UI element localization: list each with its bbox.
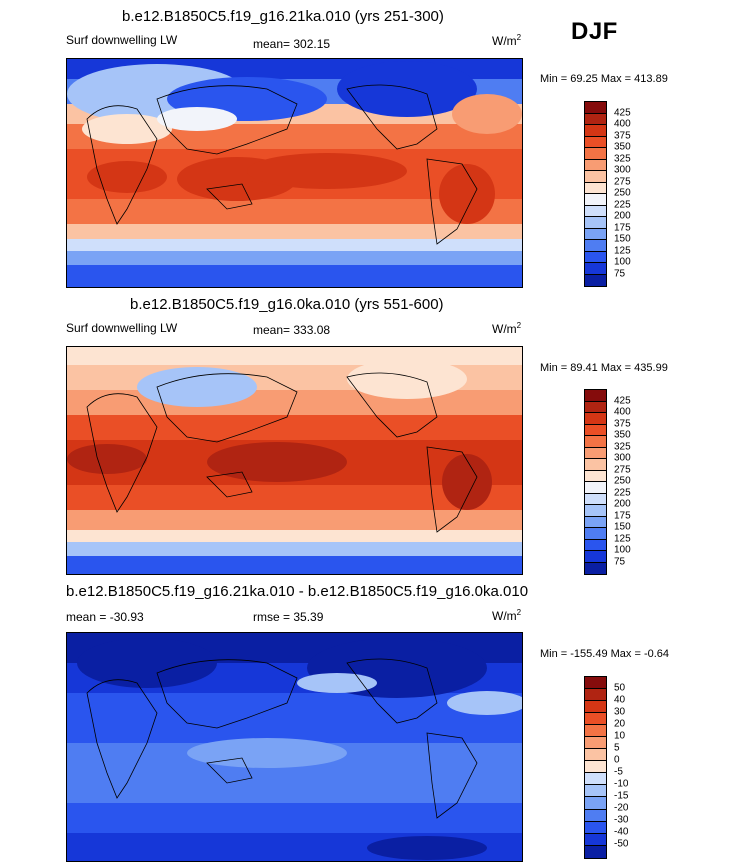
colorbar-tick: 375 bbox=[614, 130, 631, 141]
colorbar-tick: 225 bbox=[614, 487, 631, 498]
colorbar-tick: 300 bbox=[614, 452, 631, 464]
colorbar-tick: -10 bbox=[614, 778, 629, 790]
colorbar-tick: 150 bbox=[614, 233, 631, 245]
panel3-minmax: Min = -155.49 Max = -0.64 bbox=[540, 648, 670, 660]
panel2-map bbox=[66, 346, 523, 575]
colorbar-tick: 200 bbox=[614, 498, 631, 510]
panel1-map bbox=[66, 58, 523, 288]
panel2-minmax: Min = 89.41 Max = 435.99 bbox=[540, 362, 668, 374]
colorbar-tick: 275 bbox=[614, 464, 631, 475]
panel3-colorbar bbox=[584, 676, 607, 859]
panel3-map bbox=[66, 632, 523, 862]
panel2-units: W/m2 bbox=[492, 321, 522, 336]
panel2-colorbar bbox=[584, 389, 607, 575]
colorbar-tick: -30 bbox=[614, 814, 629, 826]
colorbar-tick: 125 bbox=[614, 245, 631, 256]
colorbar-tick: -20 bbox=[614, 802, 629, 814]
panel2-title: b.e12.B1850C5.f19_g16.0ka.010 (yrs 551-6… bbox=[130, 296, 444, 313]
colorbar-tick: 300 bbox=[614, 164, 631, 176]
colorbar-tick: 425 bbox=[614, 395, 631, 406]
colorbar-tick: 125 bbox=[614, 533, 631, 544]
colorbar-tick: 425 bbox=[614, 107, 631, 118]
panel1-mean-label: mean= 302.15 bbox=[253, 37, 331, 51]
colorbar-tick: 100 bbox=[614, 544, 631, 556]
colorbar-tick: 10 bbox=[614, 730, 626, 742]
colorbar-tick: 30 bbox=[614, 706, 626, 718]
colorbar-tick: 325 bbox=[614, 153, 631, 164]
panel1-units: W/m2 bbox=[492, 33, 522, 48]
colorbar-tick: 20 bbox=[614, 718, 626, 730]
panel2-mean-label: mean= 333.08 bbox=[253, 323, 331, 337]
panel3-units: W/m2 bbox=[492, 608, 522, 623]
colorbar-tick: 200 bbox=[614, 210, 631, 222]
colorbar-tick: 400 bbox=[614, 406, 631, 418]
colorbar-tick: 350 bbox=[614, 429, 631, 441]
season-label: DJF bbox=[571, 18, 618, 45]
panel1-variable-label: Surf downwelling LW bbox=[66, 33, 178, 47]
panel3-mean-label: mean = -30.93 bbox=[66, 610, 144, 624]
colorbar-tick: 50 bbox=[614, 682, 626, 694]
panel3-title: b.e12.B1850C5.f19_g16.21ka.010 - b.e12.B… bbox=[66, 583, 529, 600]
colorbar-tick: 225 bbox=[614, 199, 631, 210]
panel2-variable-label: Surf downwelling LW bbox=[66, 321, 178, 335]
colorbar-tick: 100 bbox=[614, 256, 631, 268]
colorbar-tick: 400 bbox=[614, 118, 631, 130]
colorbar-tick: 175 bbox=[614, 510, 631, 521]
colorbar-tick: -40 bbox=[614, 826, 629, 838]
colorbar-tick: 150 bbox=[614, 521, 631, 533]
colorbar-tick: 5 bbox=[614, 742, 620, 754]
panel1-colorbar bbox=[584, 101, 607, 287]
colorbar-tick: -5 bbox=[614, 766, 623, 778]
colorbar-tick: 175 bbox=[614, 222, 631, 233]
colorbar-tick: 250 bbox=[614, 475, 631, 487]
colorbar-tick: 75 bbox=[614, 556, 626, 567]
colorbar-tick: 350 bbox=[614, 141, 631, 153]
panel1-title: b.e12.B1850C5.f19_g16.21ka.010 (yrs 251-… bbox=[122, 8, 444, 25]
colorbar-tick: -15 bbox=[614, 790, 629, 802]
colorbar-tick: 40 bbox=[614, 694, 626, 706]
colorbar-tick: 275 bbox=[614, 176, 631, 187]
panel3-rmse-label: rmse = 35.39 bbox=[253, 610, 324, 624]
colorbar-tick: 375 bbox=[614, 418, 631, 429]
colorbar-tick: 0 bbox=[614, 754, 620, 766]
panel1-minmax: Min = 69.25 Max = 413.89 bbox=[540, 73, 668, 85]
colorbar-tick: 325 bbox=[614, 441, 631, 452]
colorbar-tick: 250 bbox=[614, 187, 631, 199]
colorbar-tick: 75 bbox=[614, 268, 626, 279]
colorbar-tick: -50 bbox=[614, 838, 629, 850]
